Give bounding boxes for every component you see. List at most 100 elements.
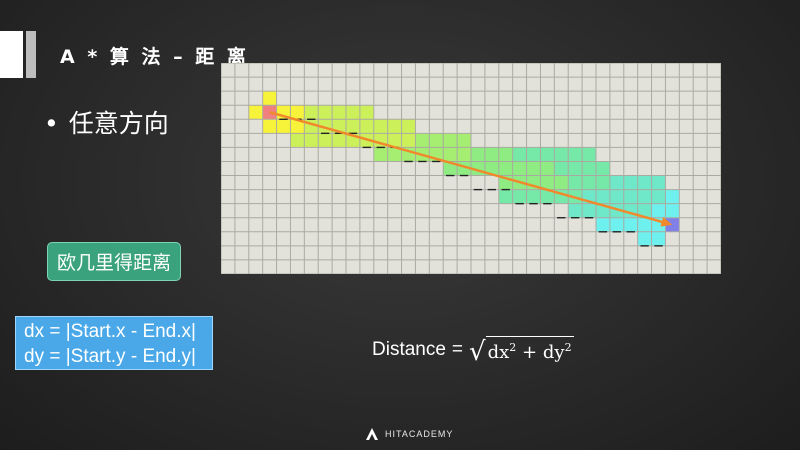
bullet-dot: • — [44, 109, 59, 138]
distance-label: Distance — [372, 339, 446, 360]
highlight-cell — [665, 203, 680, 218]
highlight-cell — [596, 175, 610, 190]
highlight-cell — [651, 231, 666, 246]
radicand-dy: dy — [542, 341, 565, 363]
highlight-cell — [373, 147, 388, 162]
highlight-cell — [484, 161, 499, 176]
highlight-cell — [443, 161, 458, 176]
highlight-cell — [429, 133, 444, 148]
highlight-cell — [290, 133, 305, 148]
sqrt-icon: √ — [469, 336, 486, 367]
grid-canvas — [220, 62, 722, 275]
euclidean-path-arrow — [269, 111, 665, 224]
arrowhead-icon — [660, 216, 673, 227]
dx-dy-formula-box: dx = |Start.x - End.x| dy = |Start.y - E… — [15, 316, 213, 370]
exponent-dy: 2 — [564, 340, 572, 354]
highlight-cell — [387, 119, 402, 134]
highlight-cell — [609, 189, 624, 204]
highlight-cell — [276, 119, 291, 134]
radicand-dx: dx — [487, 341, 510, 363]
highlight-cell — [387, 133, 402, 148]
highlight-cell — [359, 119, 374, 134]
highlight-cell — [401, 133, 416, 148]
highlight-cell — [568, 175, 583, 190]
highlight-cell — [540, 161, 555, 176]
highlight-cell — [582, 175, 596, 190]
slide-title: A * 算 法 – 距 离 — [60, 46, 249, 68]
highlight-cell — [512, 189, 527, 204]
highlight-cell — [401, 119, 416, 134]
end-cell — [665, 217, 680, 232]
highlight-cell — [554, 175, 569, 190]
title-accent-block — [0, 31, 23, 78]
highlight-cell — [332, 105, 346, 120]
highlight-cell — [304, 105, 319, 120]
highlight-cell — [526, 189, 541, 204]
highlight-cell — [526, 147, 541, 162]
highlight-cell — [637, 217, 652, 232]
start-cell — [262, 105, 277, 120]
highlight-cell — [651, 203, 666, 218]
highlight-cell — [248, 105, 263, 120]
highlight-cell — [651, 189, 666, 204]
bullet-text: 任意方向 — [68, 109, 169, 138]
radicand: dx2 + dy2 — [485, 335, 574, 364]
highlight-cell — [582, 147, 596, 162]
highlight-cell — [596, 217, 610, 232]
highlight-cell — [623, 175, 638, 190]
highlight-cell — [457, 147, 471, 162]
highlight-cell — [262, 91, 277, 106]
highlight-cell — [582, 203, 596, 218]
academy-logo: HITACADEMY — [365, 427, 453, 441]
highlight-cell — [443, 147, 458, 162]
title-accent-bar — [26, 31, 36, 78]
highlight-cell — [568, 203, 583, 218]
bullet-point: • 任意方向 — [44, 104, 169, 140]
highlight-cell — [665, 189, 680, 204]
highlight-cell — [498, 161, 513, 176]
highlight-cell — [457, 133, 471, 148]
highlight-cell — [484, 147, 499, 162]
highlight-cell — [526, 161, 541, 176]
logo-icon — [366, 428, 378, 440]
highlight-cell — [596, 189, 610, 204]
logo-text: HITACADEMY — [385, 429, 454, 439]
highlight-cell — [498, 147, 513, 162]
highlight-cell — [346, 105, 360, 120]
exponent-dx: 2 — [509, 340, 517, 354]
highlight-cell — [262, 119, 277, 134]
highlight-cell — [332, 133, 346, 148]
highlight-cell — [540, 189, 555, 204]
highlight-cell — [415, 133, 430, 148]
highlight-cell — [304, 133, 319, 148]
radicand-plus: + — [522, 341, 538, 363]
path-grid — [220, 62, 722, 275]
dx-formula: dx = |Start.x - End.x| — [24, 321, 196, 342]
highlight-cell — [318, 105, 333, 120]
dy-formula: dy = |Start.y - End.y| — [24, 346, 196, 367]
highlight-cell — [637, 231, 652, 246]
highlight-cell — [512, 147, 527, 162]
equals-sign: = — [451, 339, 464, 360]
highlight-cell — [651, 175, 666, 190]
highlight-cell — [554, 147, 569, 162]
highlight-cell — [582, 161, 596, 176]
highlight-cell — [637, 175, 652, 190]
highlight-cell — [498, 189, 513, 204]
highlight-cell — [554, 161, 569, 176]
highlight-cell — [540, 147, 555, 162]
highlight-cell — [318, 133, 333, 148]
highlight-cell — [623, 189, 638, 204]
highlight-cell — [609, 175, 624, 190]
distance-formula: Distance = √ dx2 + dy2 — [372, 330, 574, 370]
highlight-cell — [346, 119, 360, 134]
highlight-cell — [471, 147, 485, 162]
euclidean-distance-button[interactable]: 欧几里得距离 — [47, 242, 181, 281]
highlight-cell — [387, 147, 402, 162]
highlight-cell — [637, 203, 652, 218]
highlight-cell — [540, 175, 555, 190]
square-root: √ dx2 + dy2 — [469, 335, 574, 367]
highlight-cell — [512, 161, 527, 176]
highlight-cell — [609, 217, 624, 232]
highlight-cell — [596, 161, 610, 176]
